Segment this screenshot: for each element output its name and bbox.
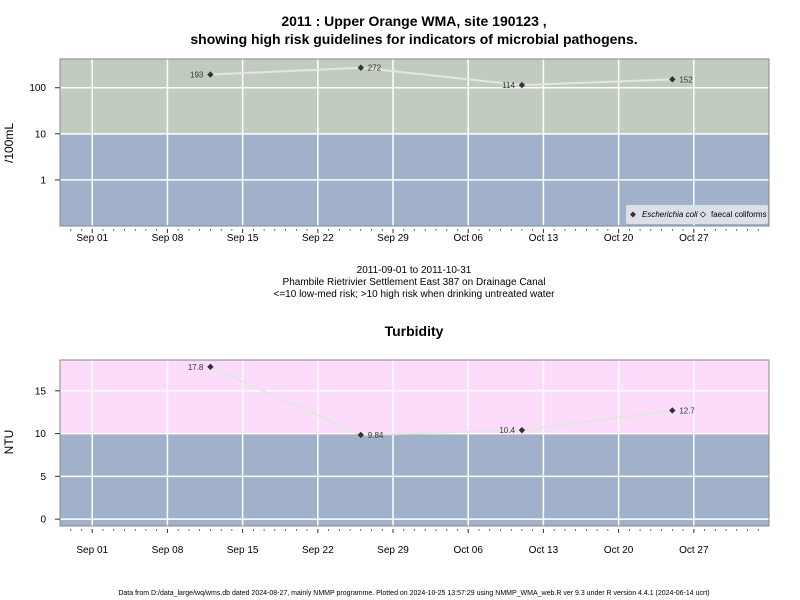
gridlines	[60, 59, 769, 226]
ecoli-series-points: 193 272 114 152	[190, 64, 693, 90]
turbidity-series-points: 17.8 9.84 10.4 12.7	[188, 363, 696, 440]
data-label: 114	[502, 81, 515, 90]
x-tick-label: Sep 29	[377, 545, 409, 556]
legend-marker-filled	[630, 211, 636, 218]
microbial-plot-panel: 193 272 114 152	[59, 58, 770, 227]
x-tick-label: Oct 13	[529, 233, 559, 244]
x-axis: Sep 01 Sep 08 Sep 15 Sep 22 Sep 29 Oct 06 Oct …	[70, 229, 759, 244]
y-axis-label: NTU	[2, 430, 16, 455]
chart-title-line2: showing high risk guidelines for indicat…	[190, 31, 637, 47]
x-tick-label: Oct 06	[453, 233, 483, 244]
y-axis-label: /100mL	[2, 123, 16, 163]
x-tick-label: Sep 22	[302, 233, 334, 244]
x-tick-label: Oct 27	[679, 233, 709, 244]
turbidity-title: Turbidity	[385, 323, 444, 339]
legend-label-ecoli: Escherichia coli	[642, 210, 698, 219]
y-tick-label: 10	[35, 429, 47, 440]
data-point	[518, 426, 526, 434]
x-tick-label: Sep 01	[76, 233, 108, 244]
data-point	[357, 431, 364, 439]
y-axis: 0 5 10 15	[35, 386, 60, 526]
legend-label-faecal: faecal coliforms	[711, 210, 767, 219]
y-tick-label: 15	[35, 386, 47, 397]
y-tick-label: 10	[35, 129, 47, 140]
high-risk-band	[60, 59, 769, 134]
low-risk-band	[60, 433, 769, 526]
x-tick-label: Sep 29	[377, 233, 409, 244]
high-risk-band	[60, 360, 769, 434]
plot-frame	[59, 58, 770, 227]
data-label: 17.8	[188, 363, 204, 372]
site-description: Phambile Rietrivier Settlement East 387 …	[283, 277, 546, 288]
data-label: 10.4	[499, 426, 515, 435]
x-tick-label: Oct 20	[604, 233, 634, 244]
risk-note: <=10 low-med risk; >10 high risk when dr…	[274, 289, 556, 300]
x-tick-label: Sep 22	[302, 545, 334, 556]
x-tick-label: Oct 20	[604, 545, 634, 556]
turbidity-series-line	[209, 365, 673, 436]
plot-frame	[59, 359, 770, 527]
y-tick-label: 100	[29, 83, 46, 94]
data-point	[207, 71, 214, 78]
x-tick-label: Sep 08	[152, 233, 184, 244]
y-tick-label: 5	[40, 472, 46, 483]
legend-marker-open	[699, 211, 707, 218]
data-point	[357, 64, 364, 71]
data-point	[207, 363, 214, 371]
x-tick-label: Sep 01	[76, 545, 108, 556]
x-tick-label: Sep 15	[227, 233, 259, 244]
x-tick-label: Sep 08	[152, 545, 184, 556]
data-point	[518, 81, 526, 89]
y-axis: 1 10 100	[29, 83, 60, 186]
data-label: 12.7	[679, 406, 695, 415]
x-tick-label: Oct 27	[679, 545, 709, 556]
x-tick-label: Oct 06	[453, 545, 483, 556]
chart-title-line1: 2011 : Upper Orange WMA, site 190123 ,	[281, 13, 546, 29]
legend: Escherichia coli faecal coliforms	[626, 205, 768, 224]
data-point	[669, 76, 676, 83]
ecoli-series-line	[210, 66, 673, 87]
data-label: 9.84	[368, 431, 384, 440]
x-axis: Sep 01 Sep 08 Sep 15 Sep 22 Sep 29 Oct 06 Oct …	[70, 529, 759, 556]
x-tick-label: Sep 15	[227, 545, 259, 556]
data-label: 152	[679, 75, 693, 84]
y-tick-label: 0	[40, 515, 46, 526]
legend-box	[626, 205, 768, 224]
data-point	[669, 407, 676, 414]
date-range: 2011-09-01 to 2011-10-31	[357, 265, 472, 276]
data-label: 272	[368, 64, 382, 73]
x-tick-label: Oct 13	[529, 545, 559, 556]
footer-note: Data from D:/data_large/wq/wms.db dated …	[118, 590, 709, 597]
y-tick-label: 1	[40, 175, 46, 186]
data-label: 193	[190, 71, 204, 80]
turbidity-plot-panel: 17.8 9.84 10.4 12.7	[59, 359, 770, 527]
